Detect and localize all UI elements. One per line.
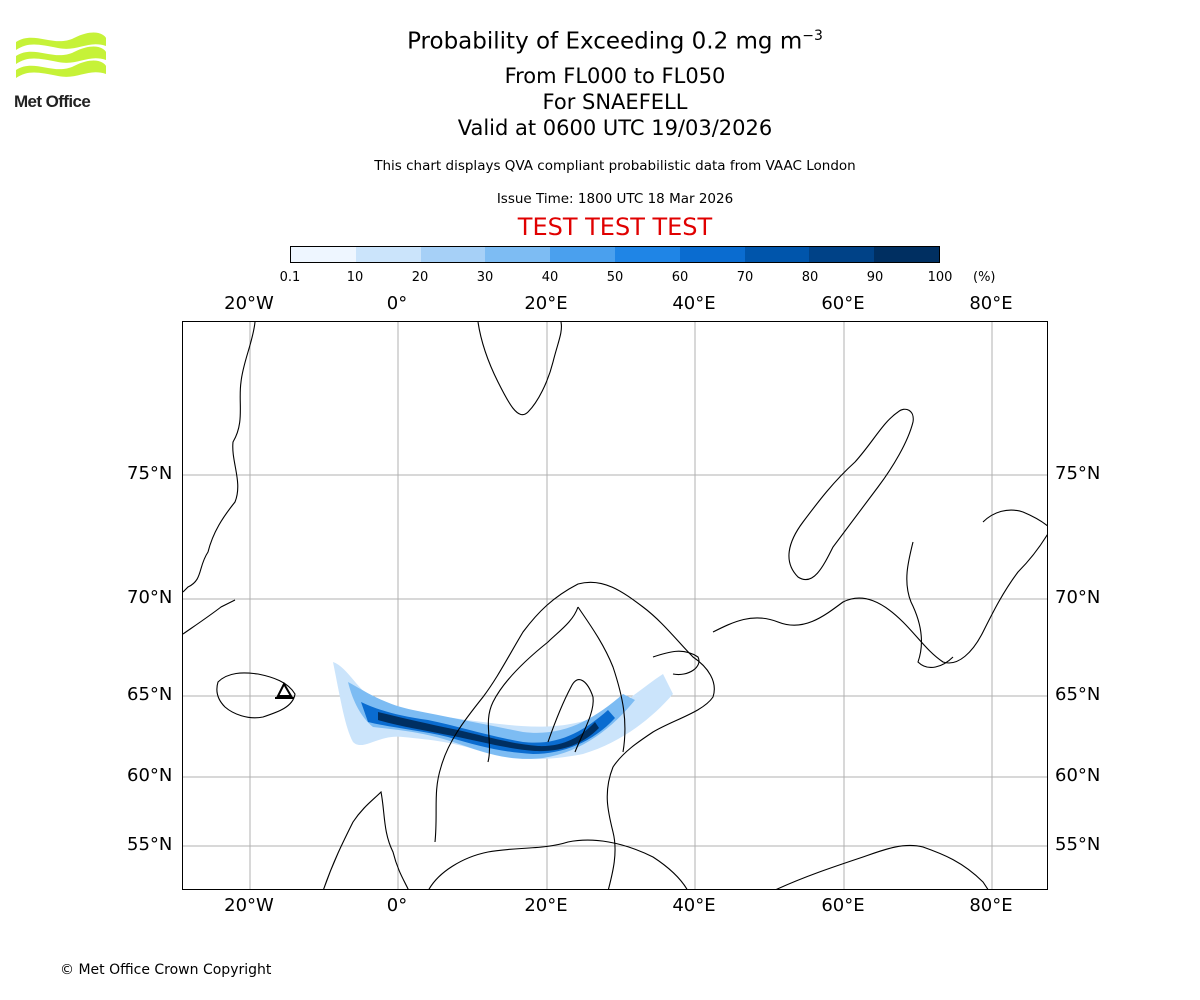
chart-title: Probability of Exceeding 0.2 mg m−3 xyxy=(0,28,1200,55)
yamal-coast xyxy=(906,541,954,668)
finland-border xyxy=(577,606,626,753)
lat-label-right: 60°N xyxy=(1055,765,1101,786)
volcano-marker-icon xyxy=(275,681,294,699)
lon-label-bottom: 80°E xyxy=(969,895,1013,916)
lat-label-left: 70°N xyxy=(127,587,173,608)
colorbar-tick-label: 10 xyxy=(346,270,364,285)
colorbar-tick-label: 90 xyxy=(866,270,884,285)
lon-label-top: 60°E xyxy=(821,293,865,314)
lat-label-left: 65°N xyxy=(127,684,173,705)
map-canvas xyxy=(183,322,1047,889)
colorbar-tick-label: 50 xyxy=(606,270,624,285)
test-banner: TEST TEST TEST xyxy=(517,213,713,241)
chart-title-superscript: −3 xyxy=(802,28,823,44)
russia-north-coast xyxy=(712,534,1047,664)
colorbar-tick-label: 80 xyxy=(801,270,819,285)
lat-label-left: 55°N xyxy=(127,834,173,855)
colorbar-tick-label: 30 xyxy=(476,270,494,285)
lat-label-right: 65°N xyxy=(1055,684,1101,705)
colorbar-tick-label: 20 xyxy=(411,270,429,285)
lon-label-bottom: 20°E xyxy=(524,895,568,916)
lon-label-top: 40°E xyxy=(672,293,716,314)
colorbar-tick-label: 60 xyxy=(671,270,689,285)
colorbar-segment xyxy=(355,247,421,262)
colorbar-tick-label: 40 xyxy=(541,270,559,285)
colorbar-segment xyxy=(679,247,745,262)
issue-time: Issue Time: 1800 UTC 18 Mar 2026 xyxy=(496,191,734,207)
russia-south-coast xyxy=(776,844,989,889)
iceland-coast xyxy=(216,672,296,719)
lon-label-bottom: 40°E xyxy=(672,895,716,916)
lat-label-right: 55°N xyxy=(1055,834,1101,855)
volcano-name: For SNAEFELL xyxy=(542,90,688,114)
logo-text: Met Office xyxy=(14,92,91,111)
colorbar-tick-label: 0.1 xyxy=(279,270,301,285)
lon-label-top: 80°E xyxy=(969,293,1013,314)
lon-label-top: 20°W xyxy=(224,293,274,314)
colorbar-segment xyxy=(614,247,680,262)
europe-coast xyxy=(428,839,688,889)
lat-label-right: 75°N xyxy=(1055,463,1101,484)
lat-label-left: 75°N xyxy=(127,463,173,484)
graticule xyxy=(183,322,1047,889)
copyright-notice: © Met Office Crown Copyright xyxy=(60,962,272,978)
lon-label-bottom: 60°E xyxy=(821,895,865,916)
colorbar-segment xyxy=(809,247,875,262)
uk-coast xyxy=(323,790,409,889)
lat-label-left: 60°N xyxy=(127,765,173,786)
chart-description: This chart displays QVA compliant probab… xyxy=(374,158,856,174)
colorbar-segment xyxy=(744,247,810,262)
greenland-coast xyxy=(183,322,256,593)
colorbar-segment xyxy=(550,247,615,262)
lon-label-top: 20°E xyxy=(524,293,568,314)
ash-probability-plume xyxy=(333,662,673,760)
lon-label-bottom: 20°W xyxy=(224,895,274,916)
gulf-of-bothnia xyxy=(547,679,594,753)
colorbar-segment xyxy=(420,247,486,262)
met-office-logo-icon xyxy=(16,32,106,78)
plume-band-peak xyxy=(378,712,599,752)
valid-time: Valid at 0600 UTC 19/03/2026 xyxy=(457,116,773,140)
map-frame xyxy=(182,321,1048,890)
lat-label-right: 70°N xyxy=(1055,587,1101,608)
kara-coast xyxy=(982,509,1047,527)
norway-sweden-border xyxy=(487,606,579,763)
lon-label-bottom: 0° xyxy=(386,895,408,916)
greenland-south-coast xyxy=(183,599,236,635)
colorbar xyxy=(290,246,940,263)
colorbar-segment xyxy=(291,247,356,262)
colorbar-segment xyxy=(874,247,939,262)
kola-coast xyxy=(652,650,700,676)
lon-label-top: 0° xyxy=(386,293,408,314)
novaya-zemlya-coast xyxy=(788,408,914,580)
level-range: From FL000 to FL050 xyxy=(504,64,726,88)
svalbard-coast xyxy=(477,322,562,415)
chart-title-text: Probability of Exceeding 0.2 mg m xyxy=(407,28,803,55)
colorbar-tick-label: 70 xyxy=(736,270,754,285)
colorbar-unit: (%) xyxy=(973,270,996,285)
coastlines xyxy=(183,322,1047,889)
colorbar-segment xyxy=(485,247,551,262)
scandinavia-coast xyxy=(434,581,715,889)
colorbar-tick-label: 100 xyxy=(927,270,953,285)
